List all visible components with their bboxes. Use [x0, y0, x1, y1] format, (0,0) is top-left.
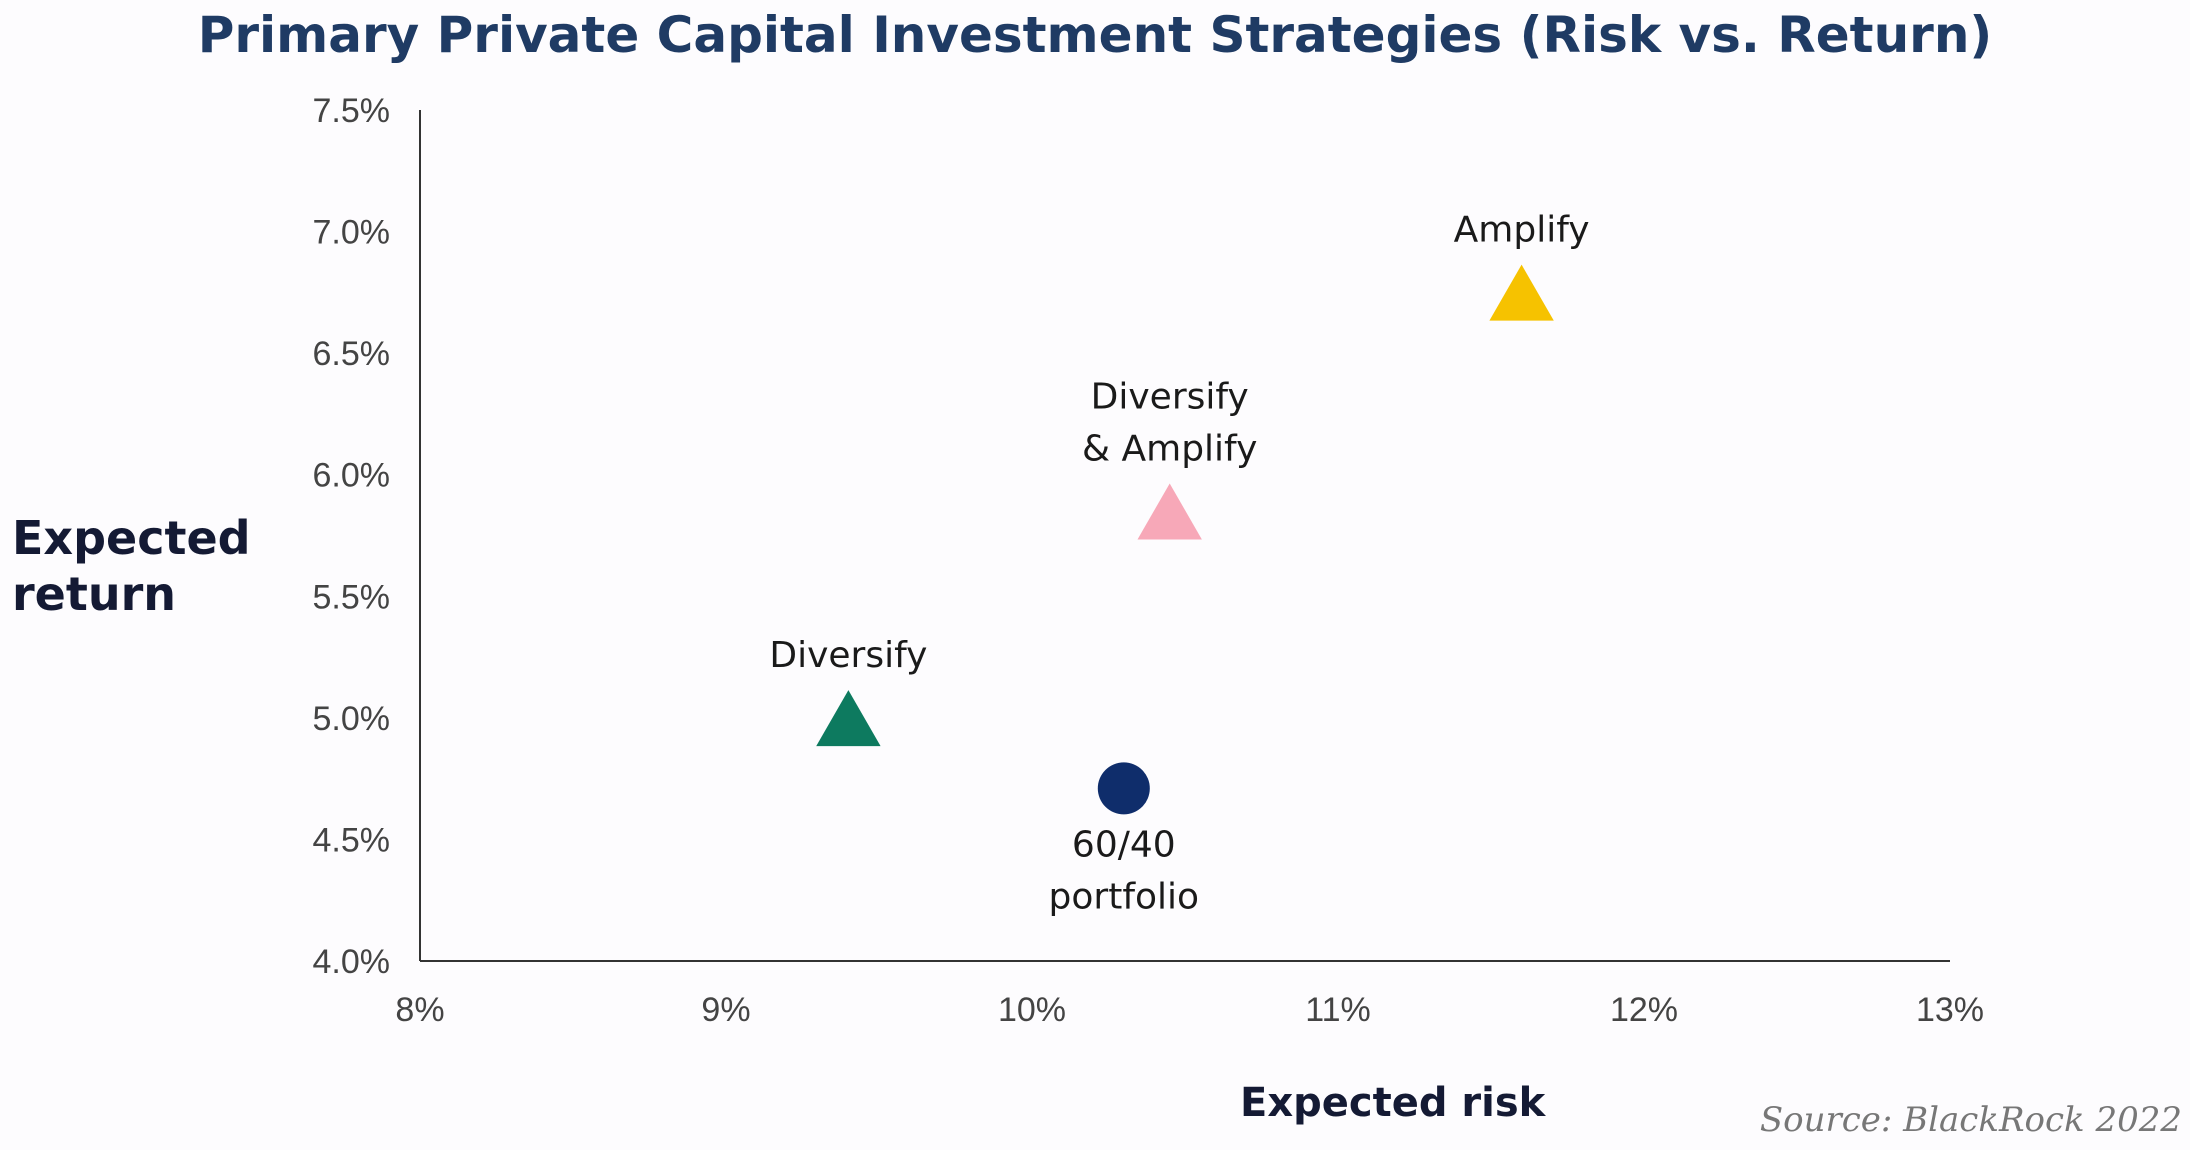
- x-tick-label: 13%: [1916, 991, 1984, 1029]
- diversify-amplify-marker: [1137, 483, 1202, 540]
- portfolio-60-40-label: 60/40: [1072, 824, 1176, 865]
- y-tick-label: 7.0%: [313, 214, 391, 252]
- amplify-label: Amplify: [1454, 210, 1590, 251]
- chart-title: Primary Private Capital Investment Strat…: [197, 6, 1993, 64]
- y-ticks: 4.0% 4.5% 5.0% 5.5% 6.0% 6.5% 7.0% 7.5%: [313, 92, 391, 981]
- portfolio-60-40-marker: [1097, 762, 1150, 815]
- diversify-amplify-label: Diversify: [1091, 376, 1249, 417]
- x-tick-label: 10%: [998, 991, 1066, 1029]
- amplify-marker: [1489, 264, 1554, 321]
- x-tick-label: 11%: [1305, 991, 1371, 1029]
- portfolio-60-40-label: portfolio: [1049, 876, 1200, 917]
- x-ticks: 8% 9% 10% 11% 12% 13%: [395, 991, 1984, 1029]
- y-tick-label: 6.0%: [313, 457, 391, 495]
- source-note: Source: BlackRock 2022: [1759, 1100, 2182, 1140]
- x-tick-label: 12%: [1610, 991, 1678, 1029]
- y-tick-label: 4.5%: [313, 821, 391, 859]
- x-tick-label: 8%: [395, 991, 444, 1029]
- diversify-marker: [816, 690, 881, 747]
- diversify-label: Diversify: [769, 635, 927, 676]
- diversify-amplify-label: & Amplify: [1082, 428, 1257, 469]
- y-tick-label: 5.5%: [313, 578, 391, 616]
- y-tick-label: 5.0%: [313, 700, 391, 738]
- y-tick-label: 6.5%: [313, 335, 391, 373]
- data-points: Amplify Diversify & Amplify Diversify 60/40 p…: [769, 210, 1589, 918]
- axes: [419, 110, 1950, 962]
- y-tick-label: 7.5%: [313, 92, 391, 130]
- y-tick-label: 4.0%: [313, 943, 391, 981]
- x-axis-label: Expected risk: [1240, 1080, 1546, 1126]
- x-tick-label: 9%: [701, 991, 750, 1029]
- y-axis-label: Expected return: [12, 511, 251, 621]
